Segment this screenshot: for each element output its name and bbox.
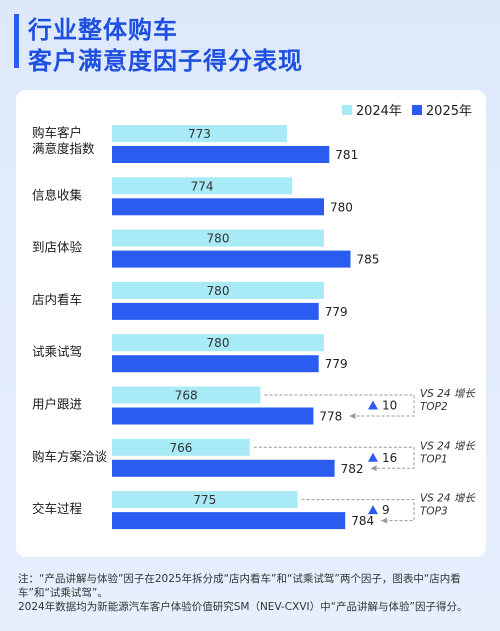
bar-2025 xyxy=(112,146,330,163)
category-label: 用户跟进 xyxy=(32,397,83,412)
bar-chart: 购车客户满意度指数 773 781 信息收集 774 780 到店体验 780 785 店内看车 7… xyxy=(32,125,476,530)
value-label-2024: 774 xyxy=(191,179,214,193)
value-label-2024: 780 xyxy=(207,284,230,298)
bar-2024 xyxy=(112,491,298,509)
bar-2024 xyxy=(112,386,261,404)
bar-2024 xyxy=(112,438,250,456)
value-label-2025: 779 xyxy=(325,305,348,319)
bar-2025 xyxy=(112,459,335,477)
category-label: 到店体验 xyxy=(32,240,83,255)
growth-vs-label: VS 24 增长 xyxy=(420,493,476,505)
bar-2024 xyxy=(112,177,293,195)
category-label: 信息收集 xyxy=(32,187,83,202)
category-label: 试乘试驾 xyxy=(32,344,82,359)
value-label-2025: 778 xyxy=(319,410,342,424)
value-label-2024: 766 xyxy=(169,441,192,455)
legend-label-2025: 2025年 xyxy=(425,104,472,119)
growth-bracket xyxy=(264,394,415,417)
bar-2024 xyxy=(112,125,287,142)
category-label: 购车客户满意度指数 xyxy=(32,125,95,156)
growth-arrowhead xyxy=(349,413,356,419)
bar-2025 xyxy=(112,198,324,216)
value-label-2025: 781 xyxy=(335,148,358,162)
category-label: 店内看车 xyxy=(32,292,82,307)
growth-delta: 9 xyxy=(382,503,390,517)
growth-up-triangle-icon xyxy=(368,452,378,462)
category-label: 交车过程 xyxy=(32,501,83,516)
legend-item-2024: 2024年 xyxy=(341,100,402,119)
growth-delta: 16 xyxy=(382,451,397,465)
category-label: 购车方案洽谈 xyxy=(32,449,108,464)
bar-2024 xyxy=(112,229,324,247)
growth-up-triangle-icon xyxy=(368,400,378,410)
value-label-2024: 780 xyxy=(207,232,230,246)
growth-vs-label: VS 24 增长 xyxy=(420,440,476,452)
legend-item-2025: 2025年 xyxy=(411,100,472,119)
growth-arrowhead xyxy=(370,465,377,472)
bar-2025 xyxy=(112,250,351,268)
value-label-2024: 780 xyxy=(207,336,230,350)
footnote-1: 注：“产品讲解与体验”因子在2025年拆分成“店内看车”和“试乘试驾”两个因子，… xyxy=(18,573,461,599)
title-accent-bar xyxy=(14,14,19,68)
value-label-2024: 768 xyxy=(175,389,198,403)
bar-2025 xyxy=(112,355,319,373)
footnote-2: 2024年数据均为新能源汽车客户体验价值研究SM（NEV-CXVI）中“产品讲解… xyxy=(18,601,468,613)
growth-up-triangle-icon xyxy=(368,505,378,515)
bar-2025 xyxy=(112,512,346,530)
value-label-2024: 773 xyxy=(188,127,211,141)
legend: 2024年 2025年 xyxy=(341,100,472,119)
growth-delta: 10 xyxy=(382,399,397,413)
bar-2024 xyxy=(112,281,324,299)
growth-bracket xyxy=(253,446,415,469)
growth-rank-label: TOP2 xyxy=(420,401,448,413)
page-title-line2: 客户满意度因子得分表现 xyxy=(28,47,303,75)
value-label-2025: 782 xyxy=(341,462,364,476)
value-label-2025: 779 xyxy=(325,357,348,371)
value-label-2024: 775 xyxy=(193,493,216,507)
growth-rank-label: TOP3 xyxy=(420,506,448,518)
bar-2024 xyxy=(112,334,324,352)
bar-2025 xyxy=(112,302,319,320)
chart-card: 购车客户满意度指数 773 781 信息收集 774 780 到店体验 780 785 店内看车 7… xyxy=(16,90,486,557)
value-label-2025: 784 xyxy=(351,514,374,528)
legend-label-2024: 2024年 xyxy=(355,104,402,119)
growth-vs-label: VS 24 增长 xyxy=(420,388,476,400)
growth-arrowhead xyxy=(381,517,388,524)
growth-bracket xyxy=(301,499,415,522)
value-label-2025: 780 xyxy=(330,200,353,214)
value-label-2025: 785 xyxy=(357,253,380,267)
legend-swatch-2025 xyxy=(411,104,422,115)
page-title-line1: 行业整体购车 xyxy=(28,16,178,44)
growth-rank-label: TOP1 xyxy=(420,453,448,465)
legend-swatch-2024 xyxy=(341,104,352,115)
bar-2025 xyxy=(112,407,314,425)
